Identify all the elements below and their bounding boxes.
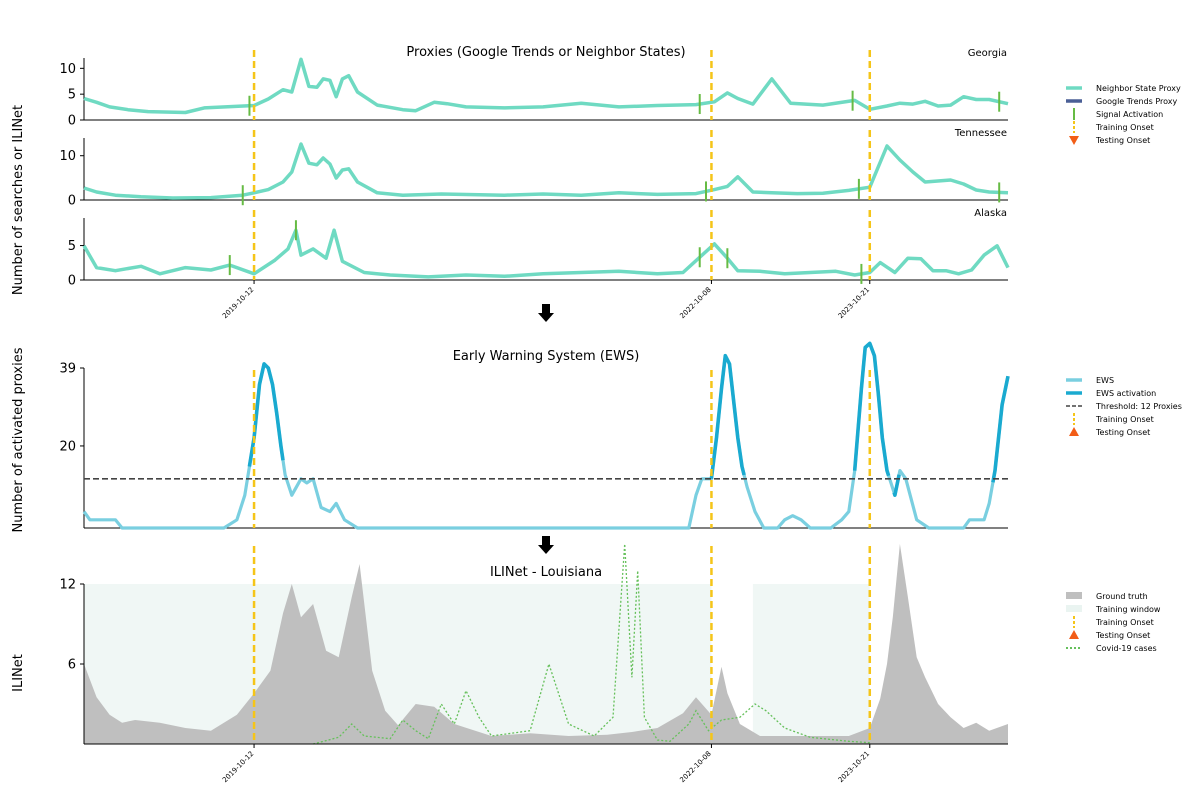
proxies-legend-swatch: [1069, 136, 1079, 145]
ilinet-subplot: 12 6 2019-10-12 2022-10-08 2023-10-21: [59, 543, 1008, 784]
tennessee-proxy-line: [83, 142, 1009, 200]
ilinet-title: ILINet - Louisiana: [490, 565, 602, 580]
ews-ytick-label: 39: [59, 362, 76, 377]
alaska-ytick-label: 5: [68, 239, 76, 254]
proxies-legend: Neighbor State Proxy Google Trends Proxy S…: [1066, 84, 1181, 145]
tennessee-ytick-label: 10: [59, 149, 76, 164]
state-label-tennessee: Tennessee: [954, 128, 1007, 139]
state-label-alaska: Alaska: [974, 208, 1007, 219]
ews-legend-label: EWS: [1096, 376, 1114, 385]
georgia-subplot: 10 5 0: [59, 50, 1009, 129]
georgia-ytick-label: 5: [68, 88, 76, 103]
proxies-legend-label: Neighbor State Proxy: [1096, 84, 1181, 93]
ews-legend-label: Threshold: 12 Proxies: [1095, 402, 1182, 411]
ilinet-xtick-label: 2022-10-08: [678, 750, 712, 784]
ilinet-ytick-label: 12: [59, 578, 76, 593]
ews-activation-segment: [852, 341, 891, 477]
ilinet-xtick-label: 2019-10-12: [221, 750, 255, 784]
training-window: [752, 584, 870, 744]
state-label-georgia: Georgia: [968, 48, 1007, 59]
proxies-xtick-label: 2023-10-21: [837, 286, 871, 320]
ilinet-legend-label: Ground truth: [1096, 592, 1148, 601]
ews-legend-label: Training Onset: [1095, 415, 1154, 424]
ground-truth-area: [84, 544, 1008, 744]
ews-ytick-label: 20: [59, 439, 76, 454]
ews-activation-segment: [991, 375, 1010, 483]
ilinet-legend-label: Testing Onset: [1095, 631, 1150, 640]
ilinet-legend-swatch: [1069, 630, 1079, 639]
alaska-proxy-line: [82, 228, 1010, 279]
georgia-proxy-line: [83, 57, 1009, 115]
ilinet-legend-label: Training window: [1095, 605, 1161, 614]
tennessee-ytick-label: 0: [68, 194, 76, 209]
proxies-legend-label: Testing Onset: [1095, 136, 1150, 145]
ilinet-ytick-label: 6: [68, 658, 76, 673]
ilinet-legend-label: Training Onset: [1095, 618, 1154, 627]
ilinet-xtick-label: 2023-10-21: [837, 750, 871, 784]
proxies-legend-label: Training Onset: [1095, 123, 1154, 132]
ews-activation-segment: [709, 353, 746, 480]
proxies-legend-label: Google Trends Proxy: [1096, 97, 1178, 106]
ews-subplot: 39 20: [59, 341, 1010, 530]
proxies-xtick-label: 2022-10-08: [678, 286, 712, 320]
ilinet-ylabel: ILINet: [11, 654, 26, 692]
georgia-ytick-label: 10: [59, 62, 76, 77]
flow-arrow-2: [538, 536, 554, 554]
proxies-title: Proxies (Google Trends or Neighbor State…: [406, 45, 685, 60]
ilinet-legend-label: Covid-19 cases: [1096, 644, 1157, 653]
ilinet-legend-swatch: [1066, 605, 1082, 612]
proxies-legend-label: Signal Activation: [1096, 110, 1163, 119]
alaska-subplot: 5 0 2019-10-12 2022-10-08 2023-10-21: [68, 210, 1010, 320]
ews-title: Early Warning System (EWS): [453, 349, 640, 364]
ews-activation-segment: [892, 474, 901, 497]
tennessee-subplot: 10 0: [59, 130, 1009, 209]
ilinet-legend: Ground truth Training window Training Onse…: [1066, 592, 1161, 653]
flow-arrow-1: [538, 304, 554, 322]
ews-activation-segment: [247, 362, 285, 467]
ilinet-legend-swatch: [1066, 592, 1082, 599]
covid-cases-line: [312, 543, 870, 745]
ews-legend: EWS EWS activation Threshold: 12 Proxies Tr…: [1066, 376, 1182, 437]
proxies-xtick-label: 2019-10-12: [221, 286, 255, 320]
alaska-ytick-label: 0: [68, 274, 76, 289]
ews-legend-swatch: [1069, 427, 1079, 436]
proxies-ylabel: Number of searches or ILINet: [11, 105, 26, 295]
georgia-ytick-label: 0: [68, 114, 76, 129]
ews-legend-label: Testing Onset: [1095, 428, 1150, 437]
ews-legend-label: EWS activation: [1096, 389, 1156, 398]
ews-ylabel: Number of activated proxies: [11, 347, 26, 532]
